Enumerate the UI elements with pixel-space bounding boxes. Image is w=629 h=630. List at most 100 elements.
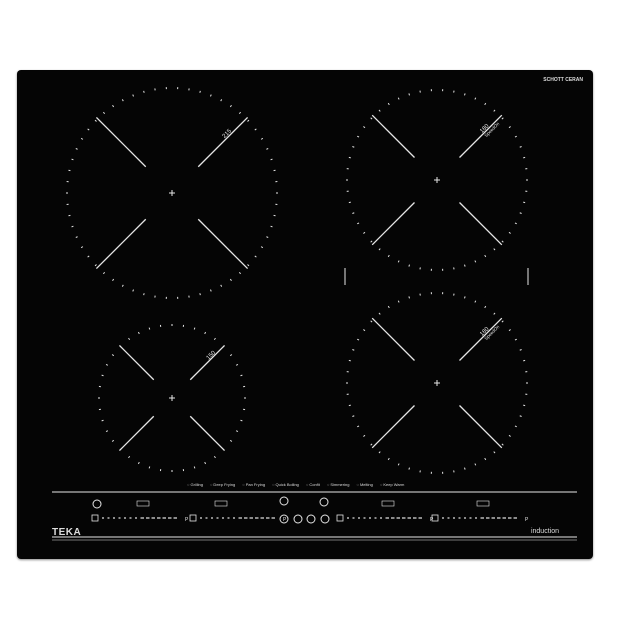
zone-dot — [514, 338, 517, 341]
zone-guide-line — [197, 116, 249, 168]
zone-dot — [508, 329, 511, 332]
zone-guide-line — [95, 116, 147, 168]
zone-dot — [357, 338, 360, 341]
zone-dot — [204, 331, 207, 335]
zone-dot — [121, 284, 124, 287]
zone-dot — [493, 312, 496, 315]
function-pan-frying: ◌ Pan Frying — [242, 482, 266, 487]
zone-dot — [199, 90, 201, 93]
zone-dot — [408, 93, 410, 96]
zone-dot — [102, 271, 106, 275]
function-icons[interactable] — [214, 500, 228, 507]
function-simmering: ◌ Simmering — [326, 482, 350, 487]
power-button[interactable] — [92, 499, 102, 509]
zone-dot — [508, 434, 511, 437]
zone-dot — [493, 109, 496, 112]
lock-button[interactable] — [279, 496, 289, 506]
zone-dot — [270, 158, 273, 161]
zone-dot — [378, 451, 381, 454]
zone-dot — [229, 278, 232, 282]
function-icons[interactable] — [476, 500, 490, 507]
zone-dot — [247, 264, 250, 267]
slider-max-label: P — [525, 517, 529, 523]
zone-dot — [508, 231, 511, 234]
zone-selector-button[interactable] — [336, 514, 344, 522]
timer-select-button[interactable] — [320, 514, 330, 524]
zone-dot — [148, 466, 151, 469]
pause-button[interactable] — [279, 514, 289, 524]
function-melting: ◌ Melting — [356, 482, 373, 487]
zone-dot — [240, 419, 243, 422]
zone-dot — [266, 148, 269, 150]
zone-dot — [514, 425, 517, 428]
function-quick-boiling: ◌ Quick Boiling — [272, 482, 299, 487]
zone-selector-button[interactable] — [431, 514, 439, 522]
zone-dot — [501, 117, 504, 120]
zone-guide-line — [459, 202, 503, 246]
zone-guide-line — [118, 344, 155, 381]
zone-dot — [240, 374, 243, 377]
zone-dot — [484, 305, 487, 309]
zone-dot — [484, 102, 487, 106]
zone-dot — [408, 296, 410, 299]
zone-guide-line — [118, 415, 155, 452]
zone-dot — [238, 111, 242, 115]
zone-guide-line — [189, 415, 226, 452]
zone-center-mark — [169, 190, 175, 196]
zone-dot — [87, 255, 90, 258]
zone-dot — [193, 466, 196, 469]
function-icons[interactable] — [381, 500, 395, 507]
zone-dot — [387, 254, 390, 258]
zone-dot — [94, 119, 97, 122]
zone-dot — [220, 99, 223, 102]
zone-dot — [235, 363, 239, 366]
zone-dot — [80, 246, 84, 249]
zone-dot — [474, 97, 477, 100]
zone-dot — [387, 457, 390, 461]
zone-dot — [363, 126, 366, 129]
zone-center-mark — [434, 380, 440, 386]
zone-dot — [397, 260, 400, 263]
function-grilling: ◌ Grilling — [187, 482, 203, 487]
zone-dot — [484, 254, 487, 258]
zone-dot — [213, 337, 216, 341]
zone-dot — [501, 443, 504, 446]
zone-dot — [352, 415, 355, 417]
zone-dot — [514, 135, 517, 138]
cooking-zone-3[interactable]: 150 — [98, 324, 246, 472]
zone-dot — [370, 443, 373, 446]
zone-dot — [474, 463, 477, 466]
zone-dot — [94, 264, 97, 267]
zone-guide-line — [459, 405, 503, 449]
zone-dot — [260, 246, 264, 249]
function-keep-warm: ◌ Keep Warm — [379, 482, 405, 487]
zone-dot — [352, 349, 355, 351]
minus-button[interactable] — [293, 514, 303, 524]
slider-max-label: P — [283, 517, 287, 523]
function-icons[interactable] — [136, 500, 150, 507]
schott-ceran-logo: SCHOTT CERAN — [543, 77, 583, 83]
zone-selector-button[interactable] — [91, 514, 99, 522]
zone-dot — [378, 248, 381, 251]
zone-dot — [464, 467, 466, 470]
zone-dot — [408, 264, 410, 267]
zone-dot — [132, 289, 134, 292]
zone-dot — [220, 284, 223, 287]
zone-dot — [105, 363, 109, 366]
zone-dot — [519, 415, 522, 417]
zone-guide-line — [459, 317, 503, 361]
zone-guide-line — [459, 114, 503, 158]
zone-selector-button[interactable] — [189, 514, 197, 522]
zone-size-label: 180 — [479, 326, 491, 338]
zone-dot — [464, 93, 466, 96]
zone-dot — [370, 117, 373, 120]
zone-dot — [229, 354, 233, 357]
plus-button[interactable] — [306, 514, 316, 524]
timer-button[interactable] — [319, 497, 329, 507]
cooking-zone-1[interactable]: 215 — [66, 87, 278, 299]
zone-dot — [519, 349, 522, 351]
zone-dot — [464, 296, 466, 299]
